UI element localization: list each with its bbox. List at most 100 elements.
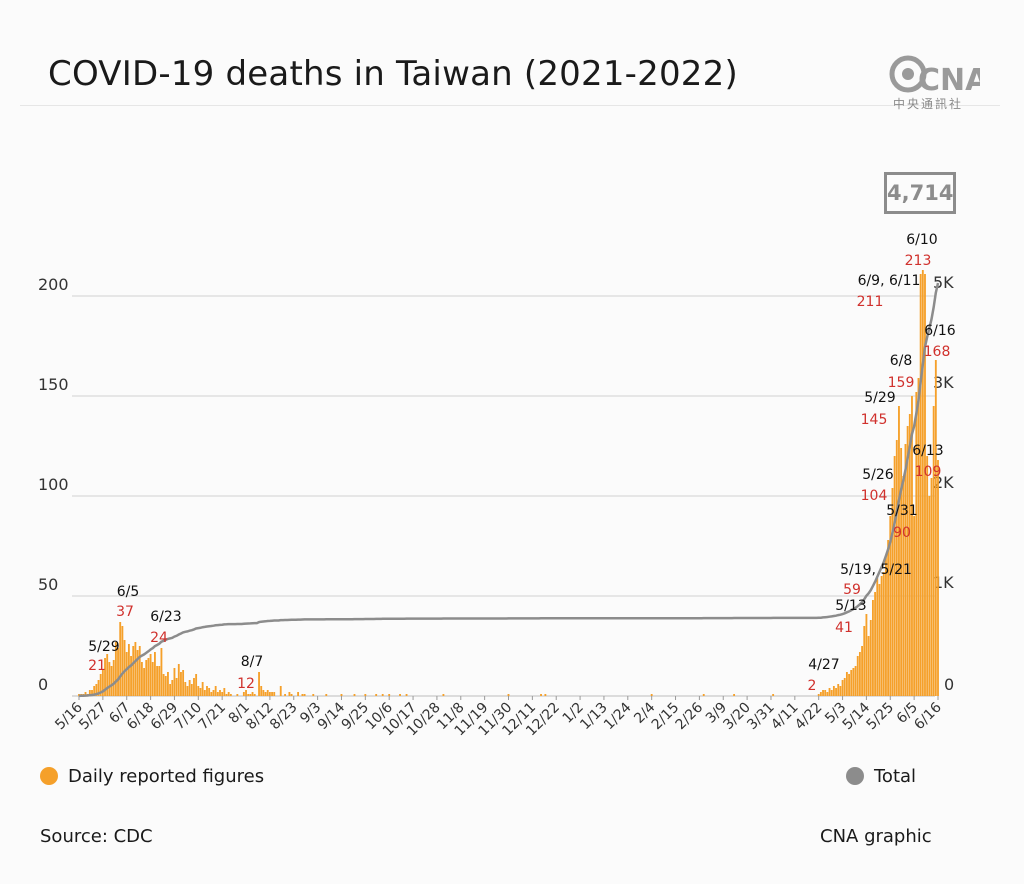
daily-bar [828,688,831,696]
daily-bar [177,664,180,696]
daily-bar [876,578,879,696]
daily-bar [544,694,547,696]
legend-daily-label: Daily reported figures [68,766,265,787]
daily-bar [832,686,835,696]
daily-bar [830,690,833,696]
daily-bar [210,692,213,696]
annotation-date: 5/31 [886,503,917,519]
daily-bar [206,686,208,696]
daily-bar [837,684,840,696]
daily-bar [229,694,232,696]
title-divider [20,105,1000,106]
y-right-tick-label: 0 [944,675,954,694]
daily-bar [84,692,87,696]
daily-bar [911,396,913,696]
daily-bar [819,692,822,696]
annotation-date: 6/16 [924,323,956,339]
daily-bar [260,686,263,696]
daily-bar [258,672,260,696]
legend-total-label: Total [874,766,917,787]
daily-bar [340,694,343,696]
daily-bar [843,678,846,696]
daily-bar [162,674,165,696]
daily-bar [702,694,705,696]
daily-bar [227,692,230,696]
annotation-date: 5/13 [835,598,866,614]
daily-bar [839,686,842,696]
daily-bar [858,652,861,696]
annotation-value: 24 [150,630,168,646]
daily-bar [917,378,920,696]
daily-bar [867,636,870,696]
daily-bar [650,694,653,696]
annotation-value: 213 [905,253,932,269]
x-tick-label: 1/24 [601,699,635,733]
daily-bar [147,658,150,696]
daily-bar [195,674,198,696]
annotation-value: 2 [808,678,817,694]
daily-bar [216,692,219,696]
daily-bar [127,644,130,696]
daily-bar [856,656,859,696]
annotation-date: 6/9, 6/11 [858,273,921,289]
daily-bar [112,660,115,696]
daily-bar [937,460,939,696]
daily-bar [253,694,256,696]
annotation-date: 6/10 [906,232,937,248]
annotation-value: 12 [237,676,255,692]
daily-bar [266,690,269,696]
daily-bar [826,692,829,696]
daily-bar [863,626,866,696]
logo-subtitle: 中央通訊社 [893,97,964,111]
daily-bar [861,646,864,696]
daily-bar [104,658,106,696]
annotation-date: 6/23 [150,609,181,625]
daily-bar [845,672,848,696]
annotation-date: 5/29 [864,390,895,406]
daily-bar [106,654,109,696]
y-left-tick-label: 100 [38,475,69,494]
annotation-value: 145 [861,412,888,428]
daily-bar [182,670,185,696]
annotation-date: 4/27 [808,657,839,673]
daily-bar [885,556,887,696]
x-tick-label: 5/27 [76,700,110,734]
daily-bar [872,600,874,696]
daily-bar [874,592,877,696]
daily-bar [175,678,178,696]
daily-bar [891,488,894,696]
daily-bar [156,666,159,696]
daily-bar [934,360,937,696]
daily-bar [388,694,391,696]
daily-bar [297,692,300,696]
annotation-value: 211 [857,294,884,310]
daily-bar [405,694,408,696]
daily-bar [375,694,378,696]
annotation-date: 6/13 [912,443,943,459]
annotation-date: 8/7 [241,654,264,670]
daily-bar [915,392,918,696]
daily-bar [249,694,252,696]
daily-bar [167,672,169,696]
daily-bar [173,668,176,696]
daily-bar [251,692,254,696]
daily-bar [164,676,167,696]
daily-bar [865,614,868,696]
daily-bar [904,444,907,696]
daily-bar [271,692,273,696]
legend-daily: Daily reported figures [40,766,264,787]
daily-bar [236,694,239,696]
daily-bar [169,684,172,696]
annotation-value: 104 [861,488,888,504]
daily-bar [145,660,148,696]
x-tick-label: 8/23 [267,700,301,734]
daily-bar [900,448,903,696]
daily-bar [848,674,850,696]
annotation-date: 6/5 [117,584,140,600]
daily-bar [284,694,286,696]
daily-bar [817,694,820,696]
daily-bar [190,684,193,696]
daily-bar [247,694,250,696]
daily-bar [88,690,91,696]
